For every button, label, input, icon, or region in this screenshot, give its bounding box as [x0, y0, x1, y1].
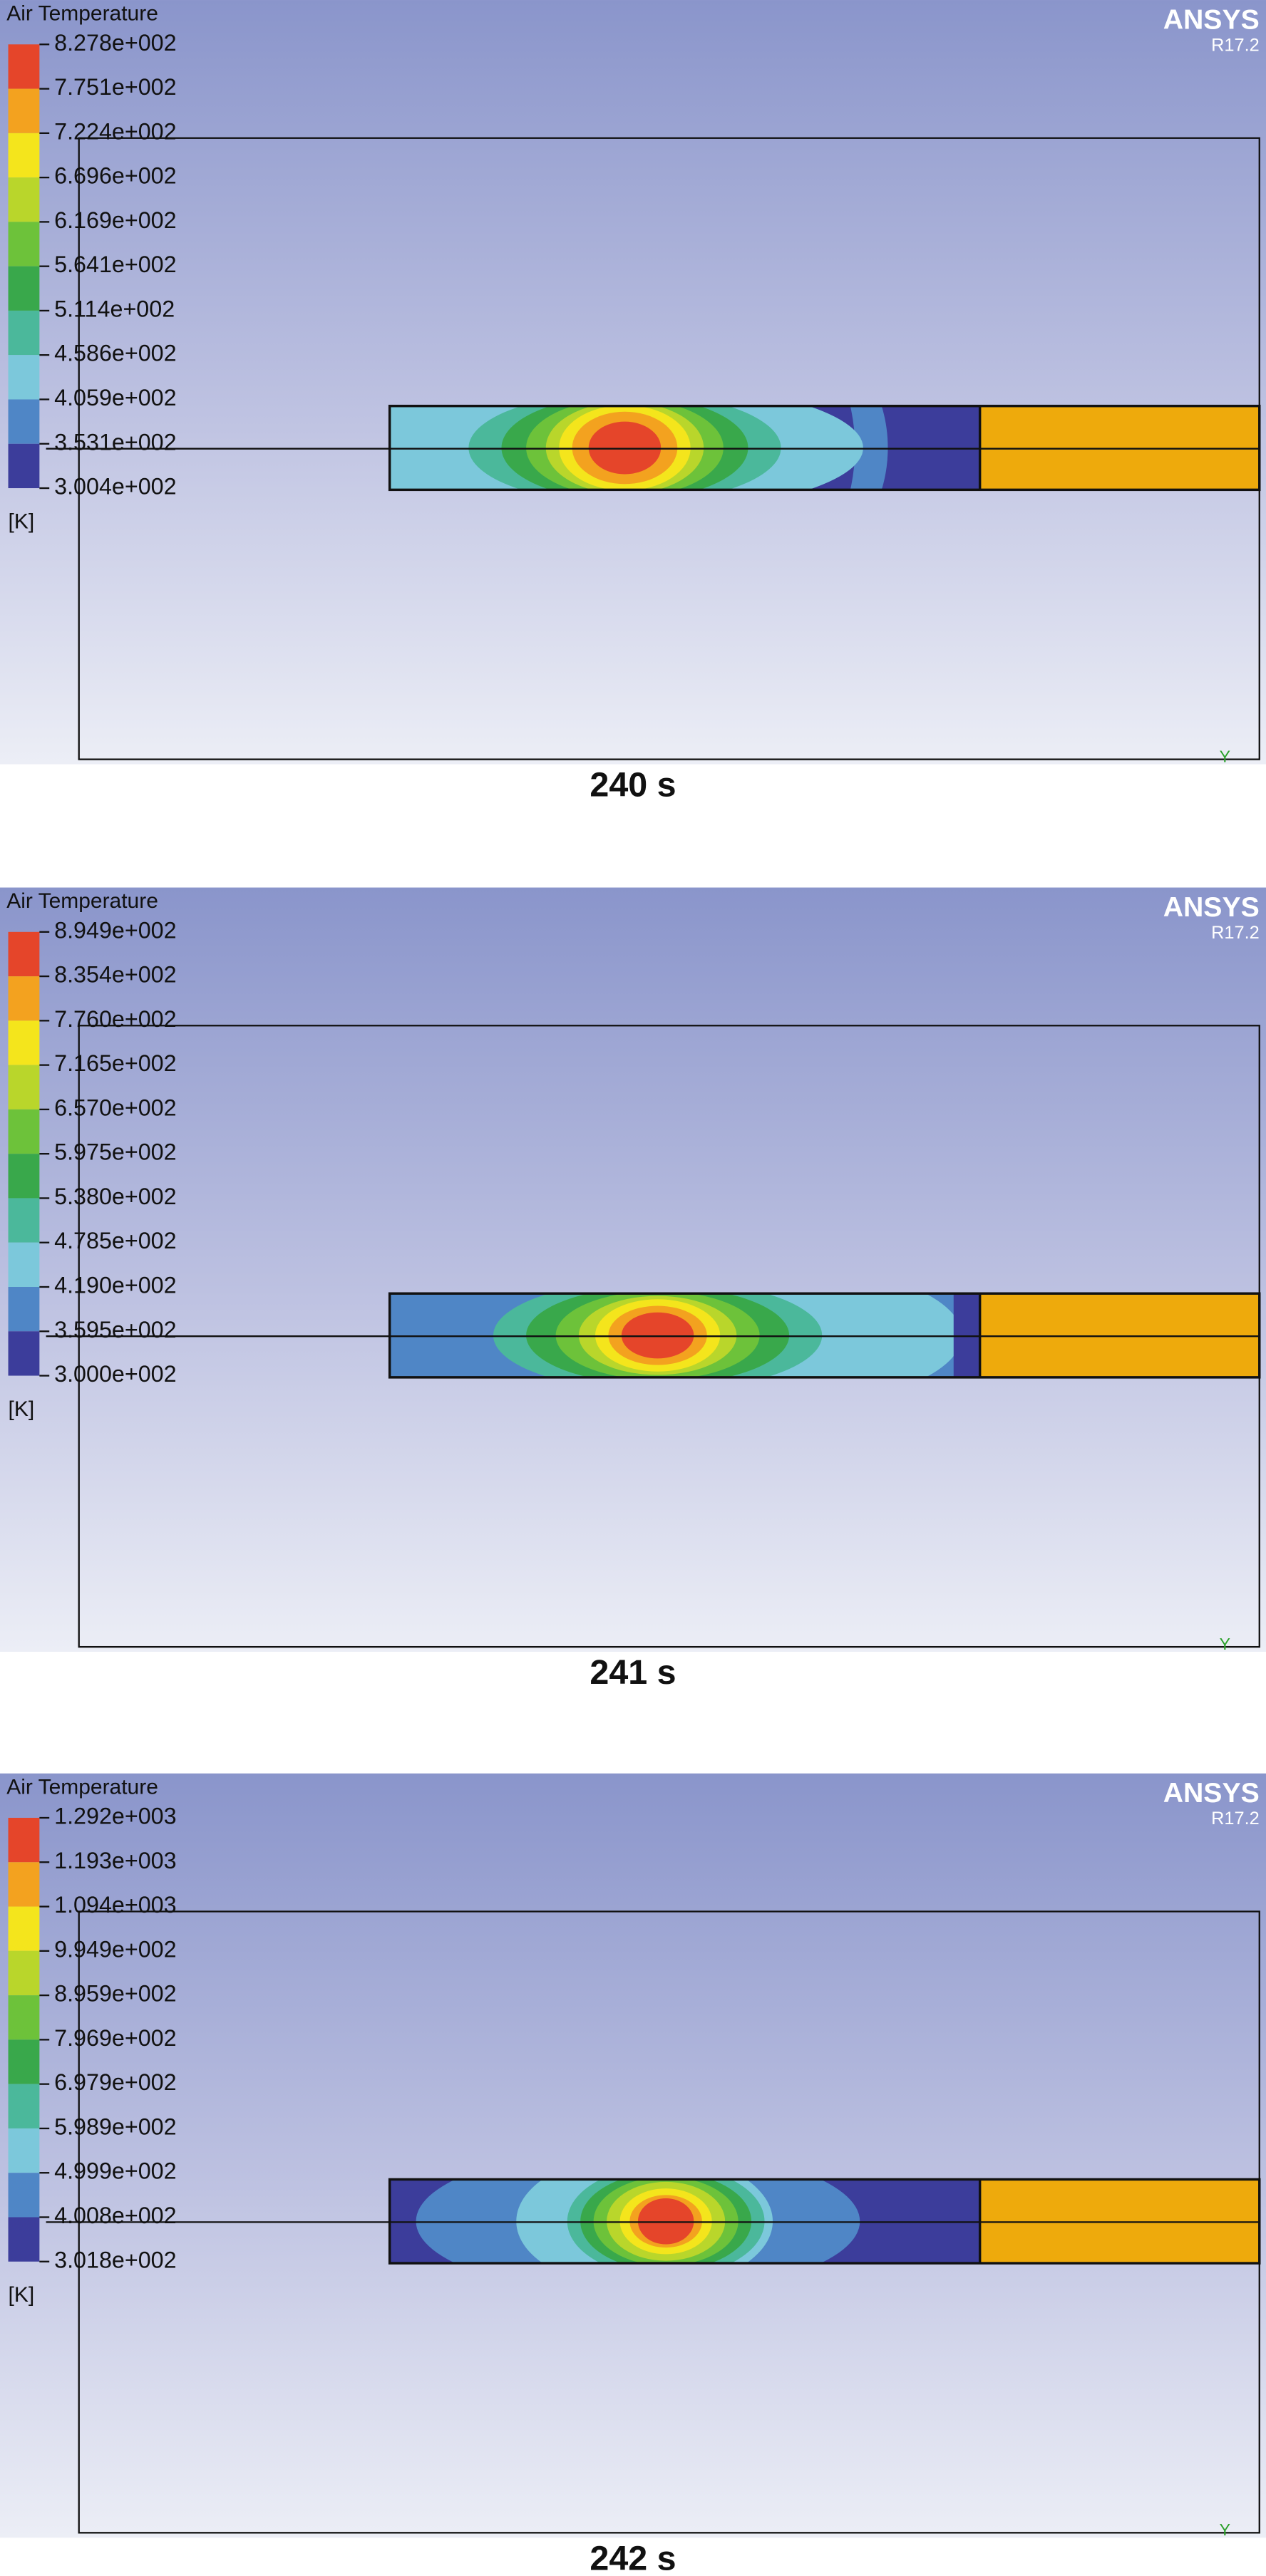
contour-band [621, 1312, 694, 1359]
time-caption: 242 s [590, 2539, 676, 2576]
version-label: R17.2 [1211, 1809, 1260, 1828]
legend-label: 7.751e+002 [54, 74, 176, 100]
legend-band [8, 1906, 40, 1951]
legend-label: 5.380e+002 [54, 1184, 176, 1209]
legend-label: 6.570e+002 [54, 1095, 176, 1120]
axis-indicator: Y [1220, 1635, 1230, 1653]
legend-band [8, 2039, 40, 2084]
legend-band [8, 1198, 40, 1243]
legend-band [8, 266, 40, 311]
legend-band [8, 2084, 40, 2128]
legend-band [8, 443, 40, 489]
legend-label: 3.595e+002 [54, 1317, 176, 1343]
legend-label: 3.018e+002 [54, 2247, 176, 2272]
legend-band [8, 1065, 40, 1109]
legend-band [8, 310, 40, 356]
legend-label: 4.999e+002 [54, 2158, 176, 2184]
legend-label: 8.949e+002 [54, 917, 176, 943]
legend-label: 7.969e+002 [54, 2025, 176, 2051]
simulation-panel: Air Temperature 1.292e+003 1.193e+003 1.094… [0, 1773, 1266, 2576]
legend-label: 6.169e+002 [54, 207, 176, 233]
legend-band [8, 1287, 40, 1332]
legend-label: 1.292e+003 [54, 1804, 176, 1829]
simulation-panel: Air Temperature 8.278e+002 7.751e+002 7.224… [0, 0, 1266, 805]
legend-label: 8.278e+002 [54, 30, 176, 56]
legend-band [8, 133, 40, 178]
time-caption: 241 s [590, 1653, 676, 1692]
legend-label: 3.000e+002 [54, 1361, 176, 1387]
legend-label: 8.354e+002 [54, 962, 176, 988]
legend-label: 1.193e+003 [54, 1848, 176, 1873]
legend-label: 5.989e+002 [54, 2114, 176, 2139]
legend-band [8, 2217, 40, 2262]
brand-logo: ANSYS [1163, 4, 1260, 35]
legend-band [8, 931, 40, 977]
brand-logo: ANSYS [1163, 892, 1260, 923]
legend-label: 7.224e+002 [54, 118, 176, 144]
legend-label: 9.949e+002 [54, 1936, 176, 1962]
legend-title: Air Temperature [6, 889, 158, 913]
legend-title: Air Temperature [6, 2, 158, 26]
legend-band [8, 1950, 40, 1996]
legend-band [8, 1242, 40, 1288]
legend-label: 5.641e+002 [54, 252, 176, 277]
version-label: R17.2 [1211, 35, 1260, 55]
viewport-background [0, 1773, 1266, 2538]
legend-label: 6.979e+002 [54, 2069, 176, 2095]
time-caption: 240 s [590, 766, 676, 805]
legend-band [8, 44, 40, 89]
legend-label: 7.165e+002 [54, 1050, 176, 1076]
legend-label: 5.114e+002 [54, 296, 175, 321]
legend-label: 3.531e+002 [54, 429, 176, 455]
legend-label: 5.975e+002 [54, 1139, 176, 1165]
version-label: R17.2 [1211, 923, 1260, 943]
legend-band [8, 1331, 40, 1376]
legend-band [8, 88, 40, 133]
legend-label: 4.586e+002 [54, 341, 176, 366]
legend-label: 1.094e+003 [54, 1892, 176, 1918]
legend-label: 4.785e+002 [54, 1228, 176, 1253]
legend-band [8, 1817, 40, 1863]
legend-label: 4.190e+002 [54, 1273, 176, 1298]
legend-band [8, 2173, 40, 2218]
brand-logo: ANSYS [1163, 1778, 1260, 1809]
legend-band [8, 2128, 40, 2173]
legend-band [8, 1995, 40, 2040]
legend-label: 4.008e+002 [54, 2203, 176, 2228]
legend-label: 3.004e+002 [54, 474, 176, 500]
legend-unit: [K] [9, 509, 35, 533]
legend-label: 4.059e+002 [54, 385, 176, 410]
legend-band [8, 355, 40, 400]
legend-band [8, 976, 40, 1021]
legend-title: Air Temperature [6, 1775, 158, 1799]
legend-band [8, 222, 40, 267]
legend-unit: [K] [9, 2283, 35, 2307]
axis-indicator: Y [1220, 2520, 1230, 2539]
legend-band [8, 1109, 40, 1154]
legend-band [8, 177, 40, 222]
legend-band [8, 1154, 40, 1199]
simulation-panel: Air Temperature 8.949e+002 8.354e+002 7.760… [0, 887, 1266, 1692]
viewport-background [0, 887, 1266, 1652]
legend-band [8, 1862, 40, 1907]
viewport-background [0, 0, 1266, 765]
legend-unit: [K] [9, 1397, 35, 1421]
legend-label: 6.696e+002 [54, 163, 176, 189]
legend-label: 7.760e+002 [54, 1006, 176, 1032]
axis-indicator: Y [1220, 747, 1230, 765]
legend-label: 8.959e+002 [54, 1981, 176, 2007]
legend-band [8, 399, 40, 444]
legend-band [8, 1020, 40, 1065]
